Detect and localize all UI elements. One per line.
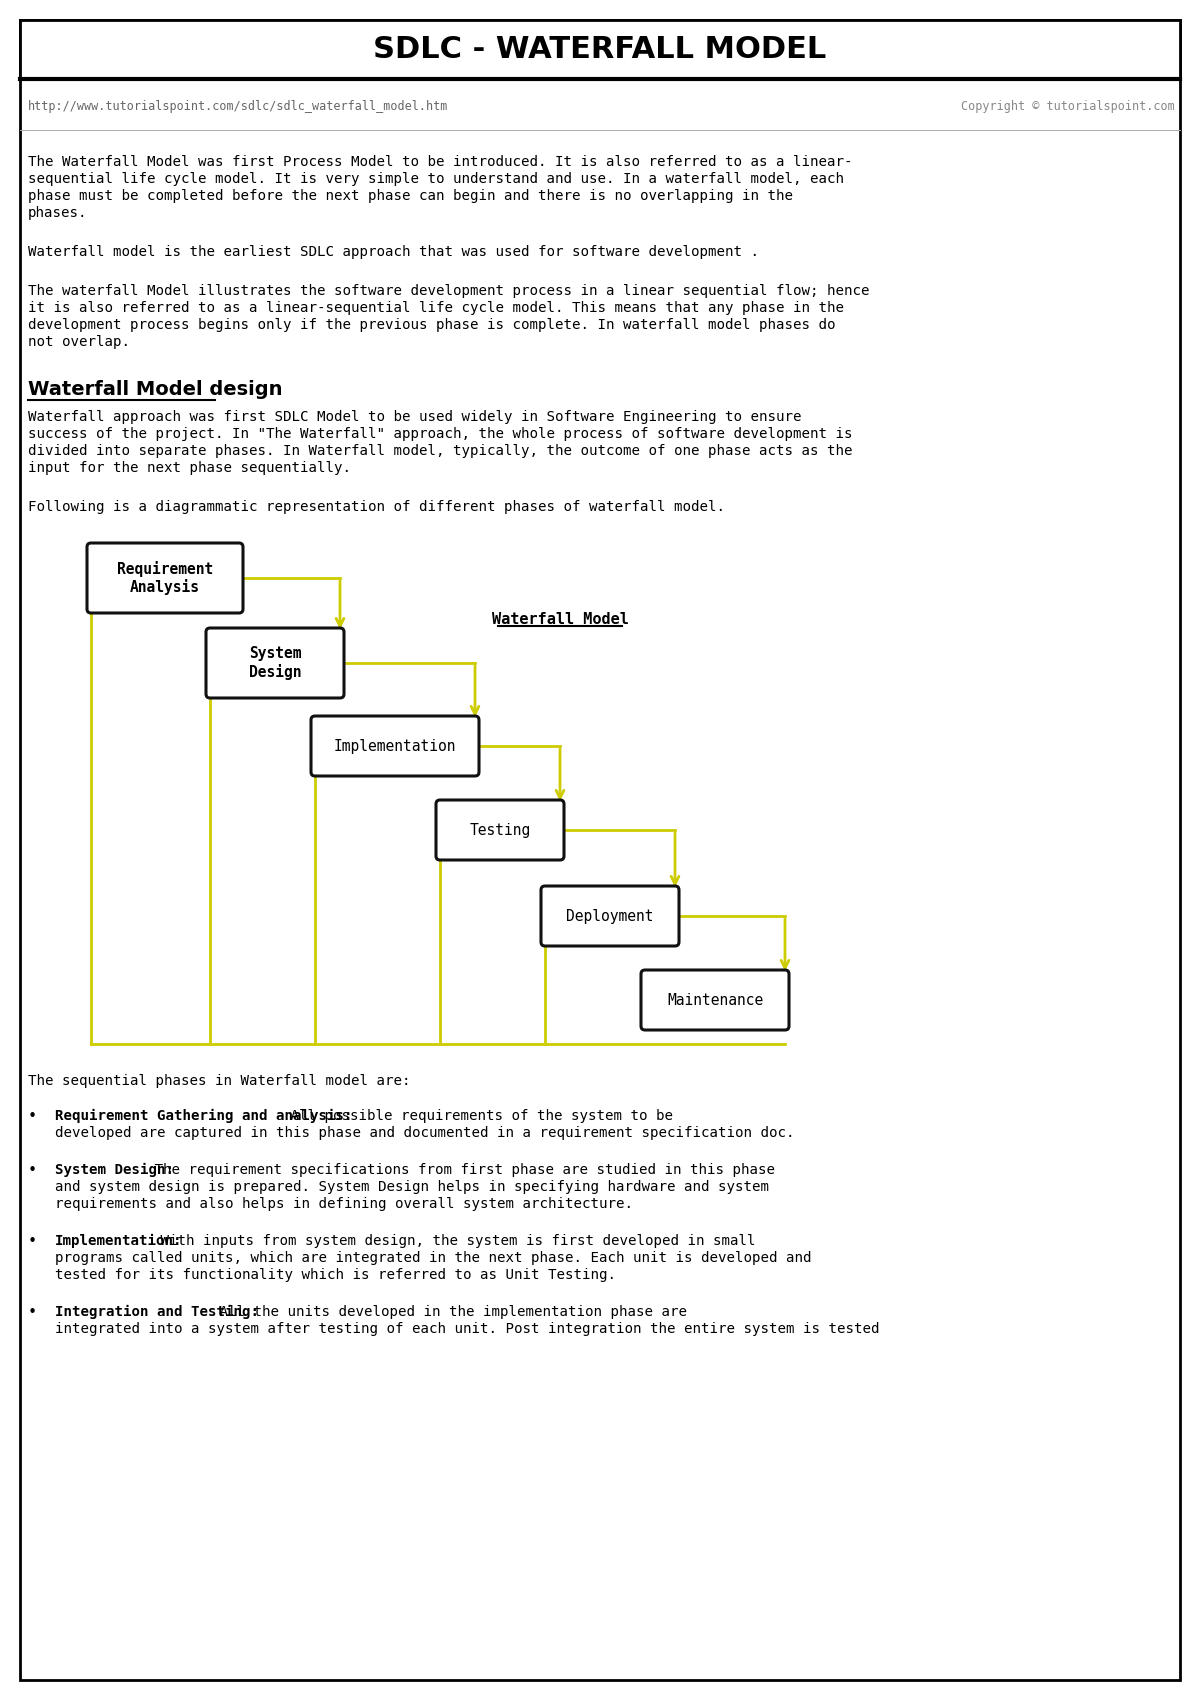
- Text: phases.: phases.: [28, 205, 88, 221]
- FancyBboxPatch shape: [88, 543, 242, 613]
- Text: not overlap.: not overlap.: [28, 335, 130, 350]
- Text: tested for its functionality which is referred to as Unit Testing.: tested for its functionality which is re…: [55, 1268, 616, 1282]
- Text: All the units developed in the implementation phase are: All the units developed in the implement…: [211, 1306, 686, 1319]
- Text: sequential life cycle model. It is very simple to understand and use. In a water: sequential life cycle model. It is very …: [28, 171, 844, 187]
- Text: and system design is prepared. System Design helps in specifying hardware and sy: and system design is prepared. System De…: [55, 1180, 769, 1194]
- Text: Waterfall model is the earliest SDLC approach that was used for software develop: Waterfall model is the earliest SDLC app…: [28, 245, 760, 260]
- Text: success of the project. In "The Waterfall" approach, the whole process of softwa: success of the project. In "The Waterfal…: [28, 426, 852, 441]
- Text: The waterfall Model illustrates the software development process in a linear seq: The waterfall Model illustrates the soft…: [28, 284, 870, 299]
- Text: •: •: [28, 1234, 37, 1250]
- Text: http://www.tutorialspoint.com/sdlc/sdlc_waterfall_model.htm: http://www.tutorialspoint.com/sdlc/sdlc_…: [28, 100, 449, 114]
- Text: The sequential phases in Waterfall model are:: The sequential phases in Waterfall model…: [28, 1075, 410, 1088]
- Text: Maintenance: Maintenance: [667, 993, 763, 1007]
- Text: The requirement specifications from first phase are studied in this phase: The requirement specifications from firs…: [146, 1163, 775, 1177]
- Text: Testing: Testing: [469, 822, 530, 837]
- Bar: [20, 20, 1180, 78]
- Text: Copyright © tutorialspoint.com: Copyright © tutorialspoint.com: [961, 100, 1175, 114]
- FancyBboxPatch shape: [436, 800, 564, 859]
- Text: System Design:: System Design:: [55, 1163, 174, 1177]
- Text: SDLC - WATERFALL MODEL: SDLC - WATERFALL MODEL: [373, 34, 827, 63]
- Text: Implementation: Implementation: [334, 739, 456, 754]
- FancyBboxPatch shape: [206, 628, 344, 698]
- Text: Deployment: Deployment: [566, 908, 654, 924]
- Text: Waterfall Model: Waterfall Model: [492, 611, 629, 627]
- FancyBboxPatch shape: [311, 717, 479, 776]
- Text: programs called units, which are integrated in the next phase. Each unit is deve: programs called units, which are integra…: [55, 1251, 811, 1265]
- Text: development process begins only if the previous phase is complete. In waterfall : development process begins only if the p…: [28, 318, 835, 333]
- Text: Implementation:: Implementation:: [55, 1234, 182, 1248]
- Text: requirements and also helps in defining overall system architecture.: requirements and also helps in defining …: [55, 1197, 634, 1211]
- Text: phase must be completed before the next phase can begin and there is no overlapp: phase must be completed before the next …: [28, 188, 793, 204]
- Text: The Waterfall Model was first Process Model to be introduced. It is also referre: The Waterfall Model was first Process Mo…: [28, 155, 852, 170]
- FancyBboxPatch shape: [541, 886, 679, 946]
- Text: •: •: [28, 1306, 37, 1319]
- Text: •: •: [28, 1109, 37, 1124]
- Text: Requirement Gathering and analysis:: Requirement Gathering and analysis:: [55, 1109, 353, 1122]
- Text: •: •: [28, 1163, 37, 1178]
- Text: divided into separate phases. In Waterfall model, typically, the outcome of one : divided into separate phases. In Waterfa…: [28, 443, 852, 458]
- Text: developed are captured in this phase and documented in a requirement specificati: developed are captured in this phase and…: [55, 1126, 794, 1139]
- Text: it is also referred to as a linear-sequential life cycle model. This means that : it is also referred to as a linear-seque…: [28, 301, 844, 316]
- Text: All possible requirements of the system to be: All possible requirements of the system …: [282, 1109, 673, 1122]
- Text: With inputs from system design, the system is first developed in small: With inputs from system design, the syst…: [152, 1234, 756, 1248]
- Text: Requirement
Analysis: Requirement Analysis: [116, 560, 214, 596]
- Text: integrated into a system after testing of each unit. Post integration the entire: integrated into a system after testing o…: [55, 1323, 880, 1336]
- Text: System
Design: System Design: [248, 647, 301, 679]
- FancyBboxPatch shape: [641, 970, 790, 1031]
- Text: input for the next phase sequentially.: input for the next phase sequentially.: [28, 460, 352, 475]
- Text: Following is a diagrammatic representation of different phases of waterfall mode: Following is a diagrammatic representati…: [28, 499, 725, 514]
- Text: Waterfall Model design: Waterfall Model design: [28, 380, 282, 399]
- Text: Integration and Testing:: Integration and Testing:: [55, 1306, 259, 1319]
- Text: Waterfall approach was first SDLC Model to be used widely in Software Engineerin: Waterfall approach was first SDLC Model …: [28, 409, 802, 424]
